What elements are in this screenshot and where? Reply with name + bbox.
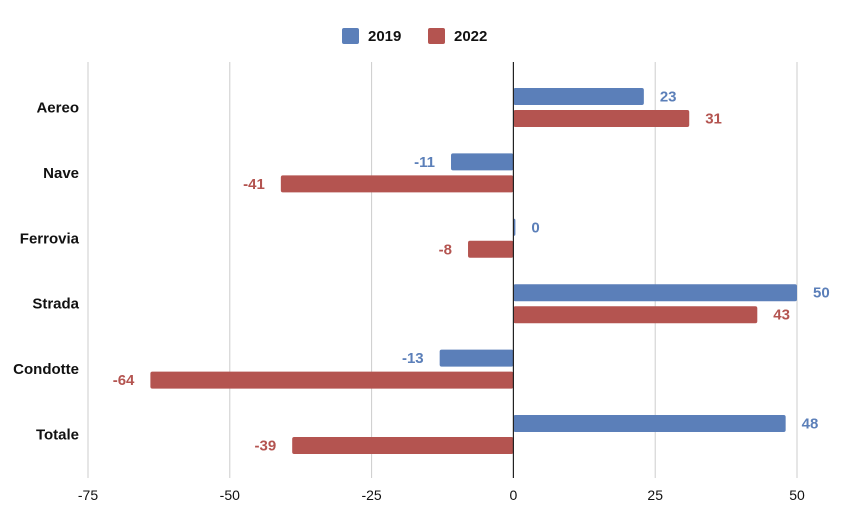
bar (513, 88, 644, 105)
category-label: Totale (36, 427, 79, 444)
category-label: Nave (43, 165, 79, 182)
bar (513, 306, 758, 324)
legend-swatch (342, 28, 359, 44)
x-tick-label: 0 (510, 487, 518, 503)
data-label: -41 (243, 176, 265, 193)
data-label: 48 (802, 416, 819, 433)
legend-swatch (428, 28, 445, 44)
category-label: Ferrovia (20, 230, 80, 247)
bar (439, 349, 514, 367)
data-label: 43 (773, 307, 790, 324)
labels: -75 -50 -25 0 25 50 Aereo Nave Ferrovia Strada Con… (13, 89, 830, 504)
data-label: -64 (113, 372, 135, 389)
x-tick-label: 25 (647, 487, 663, 503)
data-label: 0 (531, 219, 539, 236)
bar (292, 437, 514, 454)
x-tick-label: -25 (361, 487, 381, 503)
bar (451, 153, 514, 171)
bar (513, 110, 690, 127)
x-tick-label: -50 (220, 487, 240, 503)
data-label: 31 (705, 111, 722, 128)
data-label: -11 (414, 154, 435, 171)
category-label: Strada (32, 296, 79, 313)
category-label: Aereo (36, 100, 79, 117)
category-label: Condotte (13, 361, 79, 378)
data-label: -13 (402, 350, 424, 367)
gridlines (87, 62, 798, 478)
x-tick-label: -75 (78, 487, 98, 503)
data-label: 23 (660, 89, 677, 106)
bar (513, 415, 786, 432)
bar (280, 175, 514, 193)
bars (150, 88, 797, 454)
data-label: 50 (813, 285, 830, 302)
data-label: -39 (255, 438, 277, 455)
data-label: -8 (439, 241, 452, 258)
bar (513, 284, 797, 302)
x-tick-label: 50 (789, 487, 805, 503)
bar (150, 371, 514, 389)
bar (468, 240, 514, 258)
legend-label: 2019 (368, 28, 401, 45)
legend-label: 2022 (454, 28, 487, 45)
legend: 2019 2022 (342, 28, 487, 45)
